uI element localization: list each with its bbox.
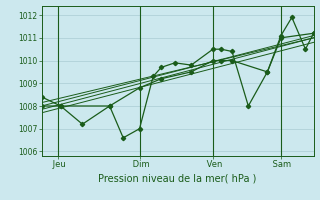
X-axis label: Pression niveau de la mer( hPa ): Pression niveau de la mer( hPa )	[99, 173, 257, 183]
